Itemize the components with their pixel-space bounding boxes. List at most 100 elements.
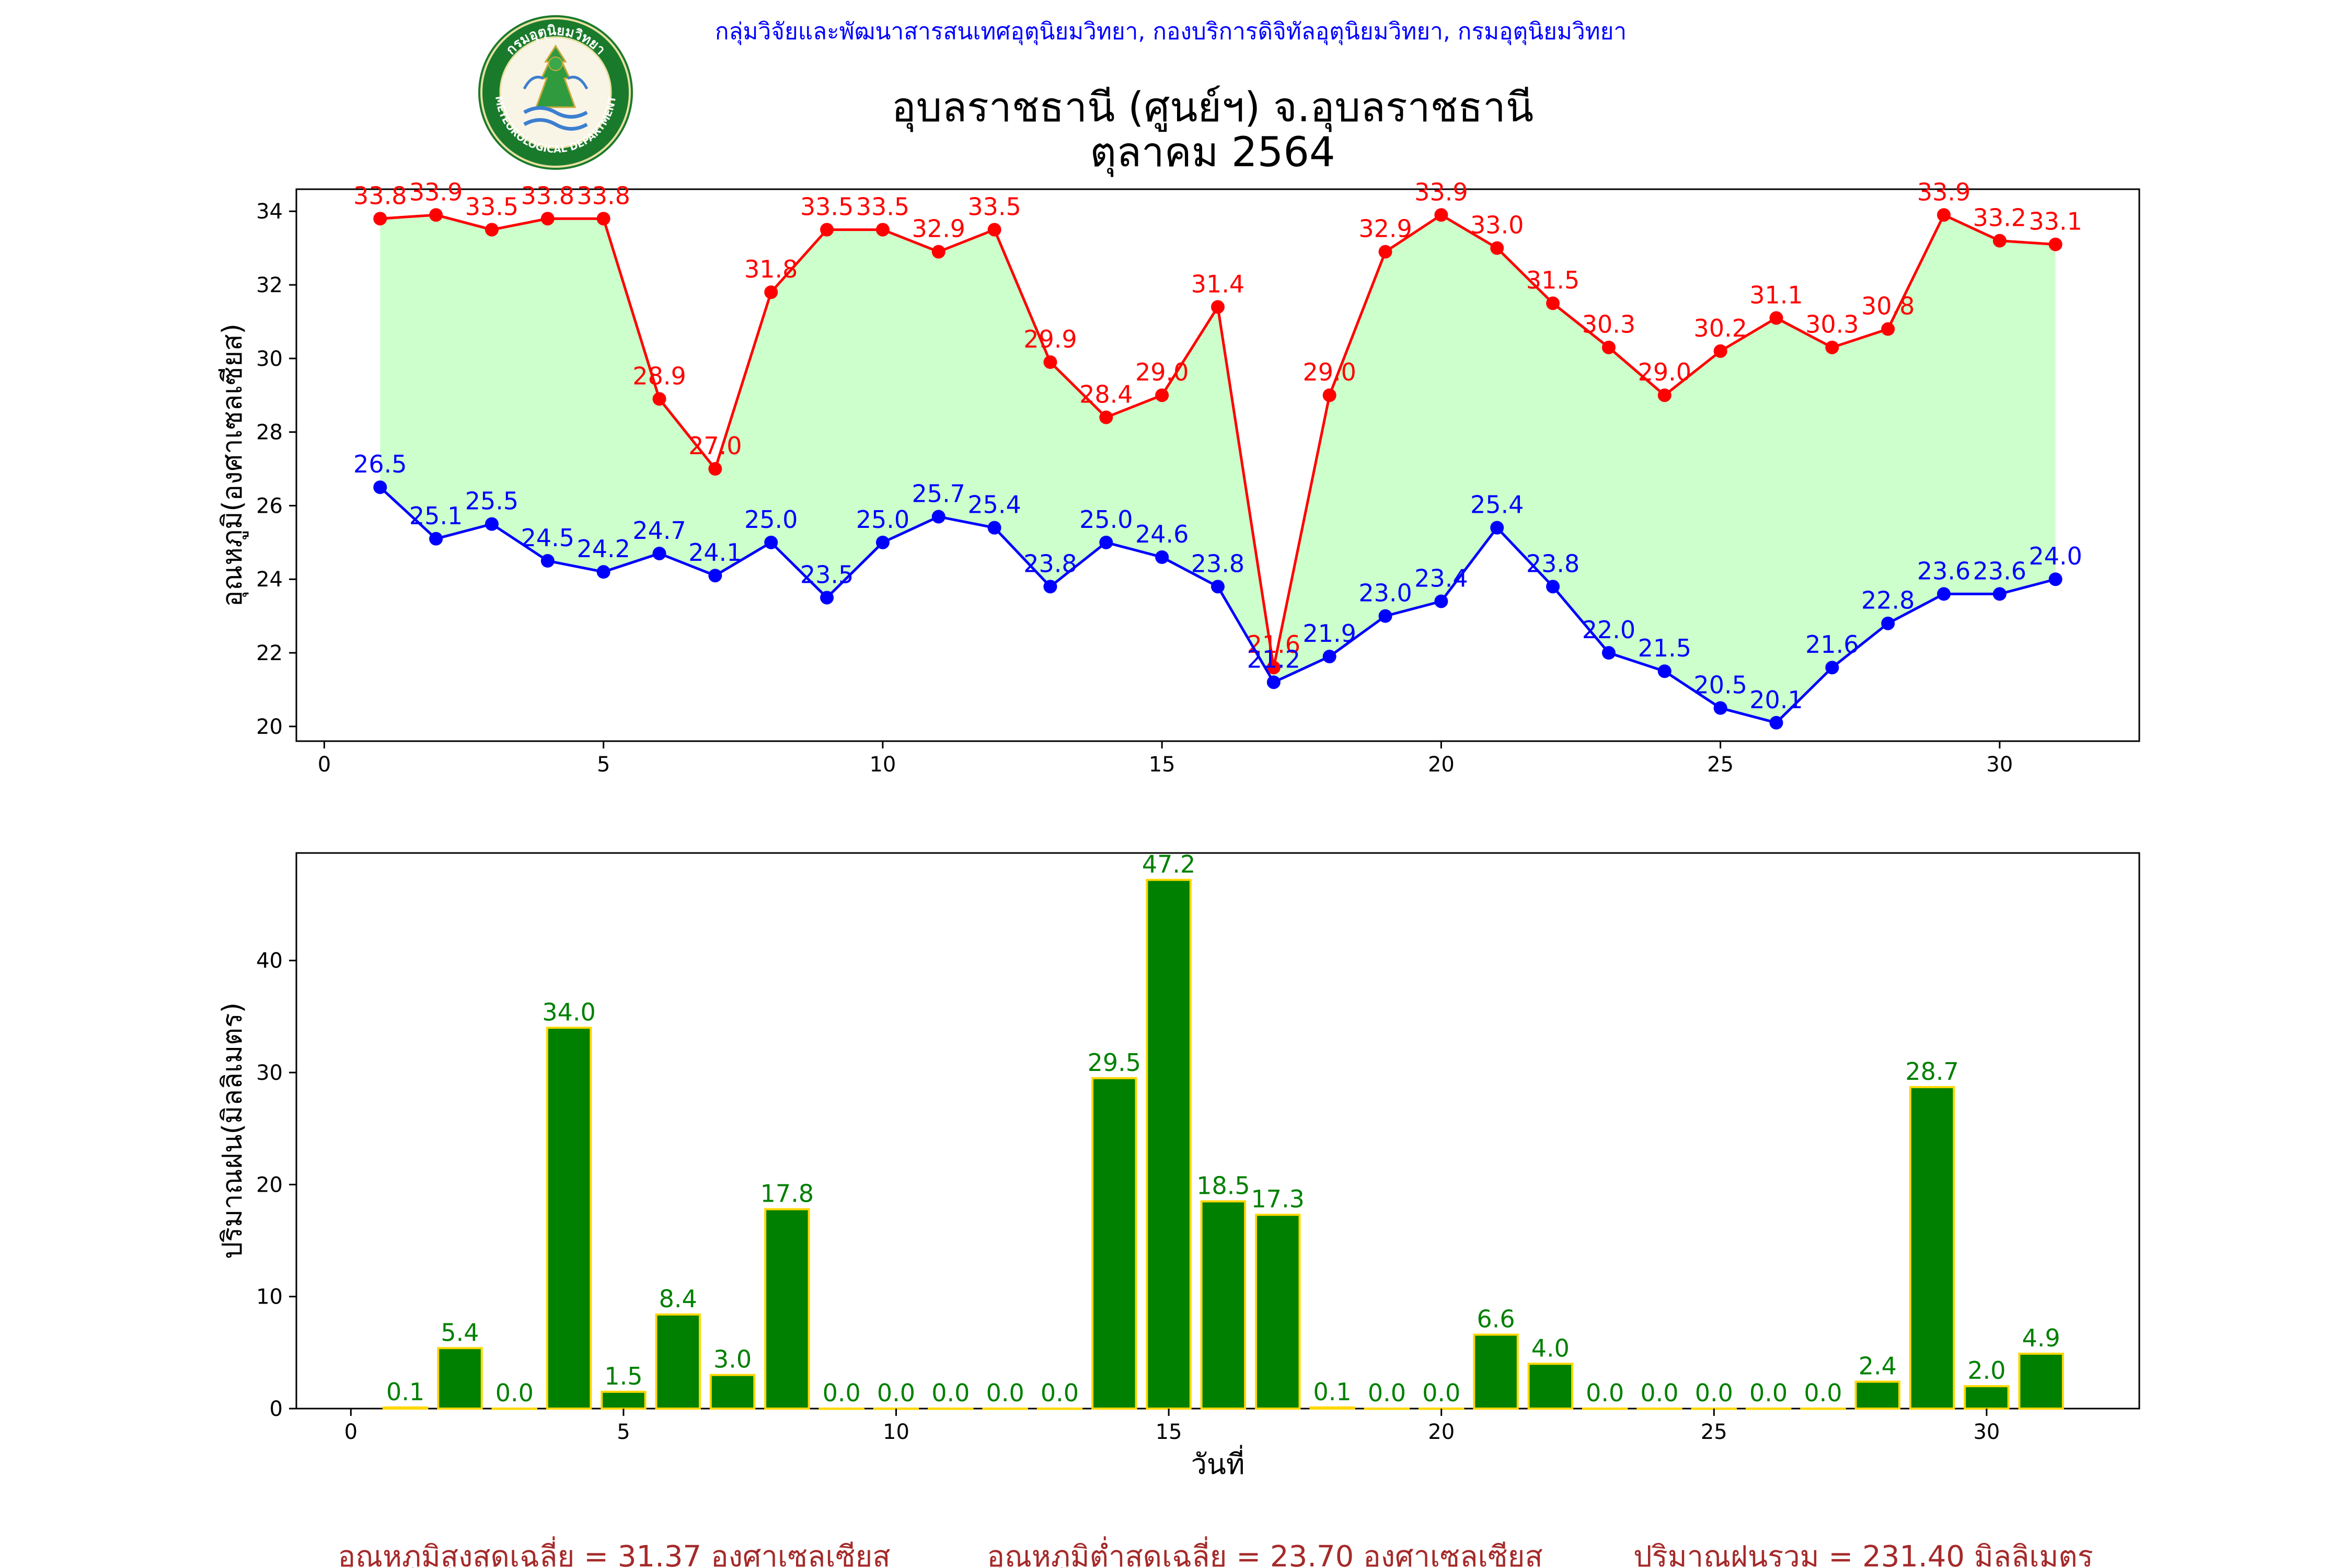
- y-tick-label: 0: [270, 1397, 283, 1421]
- y-tick-label: 10: [256, 1285, 283, 1309]
- rainfall-bar: [709, 1374, 756, 1410]
- rainfall-y-axis-label: ปริมาณฝน(มิลลิเมตร): [217, 1002, 248, 1259]
- min-temperature-point: [708, 569, 722, 583]
- x-tick-label: 5: [617, 1420, 630, 1444]
- min-temperature-data-label: 24.5: [521, 524, 574, 552]
- max-temperature-data-label: 31.8: [744, 255, 798, 283]
- rainfall-data-label: 0.0: [986, 1379, 1024, 1407]
- organization-line: กลุ่มวิจัยและพัฒนาสารสนเทศอุตุนิยมวิทยา,…: [715, 18, 1627, 45]
- min-temperature-data-label: 23.0: [1358, 579, 1412, 607]
- min-temperature-point: [931, 510, 946, 524]
- min-temperature-point: [1546, 580, 1560, 594]
- x-tick-label: 15: [1149, 753, 1175, 777]
- max-temperature-data-label: 31.1: [1749, 281, 1803, 309]
- max-temperature-point: [485, 223, 499, 237]
- rainfall-bar: [1309, 1406, 1355, 1410]
- rainfall-data-label: 6.6: [1477, 1305, 1515, 1333]
- rainfall-data-label: 0.1: [386, 1378, 424, 1406]
- rainfall-data-label: 8.4: [659, 1285, 697, 1313]
- max-temperature-point: [652, 392, 666, 406]
- max-temperature-point: [1378, 245, 1392, 259]
- min-temperature-data-label: 23.8: [1526, 549, 1579, 578]
- min-temperature-data-label: 25.5: [465, 487, 518, 515]
- min-temperature-data-label: 23.8: [1191, 549, 1244, 578]
- temperature-plot-frame: [295, 188, 2140, 742]
- min-temperature-point: [1434, 594, 1448, 608]
- rainfall-data-label: 3.0: [713, 1345, 752, 1374]
- rainfall-bar: [382, 1406, 429, 1410]
- y-tick-label: 20: [256, 1173, 283, 1197]
- rainfall-data-label: 0.0: [1586, 1379, 1624, 1407]
- x-tick-label: 15: [1156, 1420, 1182, 1444]
- x-tick-label: 25: [1707, 753, 1734, 777]
- min-temperature-point: [1155, 550, 1169, 564]
- min-temperature-data-label: 22.0: [1582, 616, 1635, 644]
- rainfall-bar: [655, 1313, 701, 1410]
- max-temperature-data-label: 30.8: [1861, 292, 1915, 320]
- rainfall-data-label: 29.5: [1088, 1048, 1141, 1077]
- y-tick-label: 26: [256, 494, 283, 518]
- max-temperature-point: [764, 285, 778, 299]
- max-temperature-point: [429, 208, 443, 222]
- rainfall-data-label: 18.5: [1196, 1172, 1250, 1200]
- rainfall-data-label: 0.0: [1422, 1379, 1460, 1407]
- y-tick-label: 34: [256, 200, 283, 224]
- min-temperature-point: [1490, 521, 1504, 535]
- max-temperature-point: [540, 212, 555, 226]
- rainfall-data-label: 0.0: [1640, 1379, 1678, 1407]
- rainfall-data-label: 34.0: [542, 998, 595, 1026]
- max-temperature-data-label: 33.5: [465, 192, 518, 221]
- rainfall-data-label: 28.7: [1905, 1057, 1958, 1086]
- min-temperature-data-label: 20.5: [1693, 671, 1747, 699]
- max-temperature-data-label: 33.9: [1917, 178, 1970, 206]
- max-temperature-point: [875, 223, 890, 237]
- rainfall-data-label: 0.0: [931, 1379, 970, 1407]
- rainfall-data-label: 0.0: [495, 1379, 534, 1407]
- rainfall-data-label: 0.1: [1313, 1378, 1351, 1406]
- min-temperature-data-label: 25.4: [1470, 491, 1524, 519]
- max-temperature-data-label: 32.9: [912, 215, 965, 243]
- min-temperature-data-label: 22.8: [1861, 586, 1915, 615]
- max-temperature-point: [708, 462, 722, 476]
- min-temperature-data-label: 21.5: [1638, 634, 1691, 662]
- max-temperature-point: [1713, 344, 1727, 358]
- y-tick-label: 40: [256, 949, 283, 973]
- max-temperature-data-label: 33.1: [2029, 207, 2082, 236]
- rainfall-data-label: 1.5: [604, 1362, 642, 1390]
- max-temperature-data-label: 33.8: [521, 181, 574, 210]
- x-tick-label: 30: [1986, 753, 2013, 777]
- rainfall-data-label: 0.0: [1695, 1379, 1733, 1407]
- max-temperature-point: [1546, 296, 1560, 310]
- min-temperature-data-label: 24.6: [1135, 520, 1189, 548]
- rainfall-data-label: 0.0: [1749, 1379, 1788, 1407]
- min-temperature-point: [485, 517, 499, 531]
- min-temperature-point: [875, 535, 890, 549]
- x-tick-label: 10: [869, 753, 896, 777]
- min-temperature-point: [429, 532, 443, 546]
- max-temperature-point: [1992, 234, 2007, 248]
- rainfall-data-label: 17.8: [760, 1180, 814, 1208]
- max-temperature-data-label: 29.0: [1638, 358, 1691, 386]
- min-temperature-data-label: 23.6: [1973, 557, 2026, 585]
- max-temperature-data-label: 31.5: [1526, 266, 1579, 294]
- max-temperature-data-label: 30.3: [1805, 310, 1859, 339]
- min-temperature-data-label: 24.1: [688, 538, 742, 567]
- min-temperature-data-label: 23.8: [1023, 549, 1077, 578]
- min-temperature-point: [1266, 675, 1281, 689]
- max-temperature-point: [931, 245, 946, 259]
- max-temperature-point: [1211, 300, 1225, 314]
- max-temperature-point: [1490, 241, 1504, 255]
- rainfall-chart: 0.1 5.4 0.0 34.0 1.5 8.4 3.0 17.8 0.0 0.0 0.0 0.0 0.…: [217, 850, 2140, 1481]
- max-temperature-data-label: 33.5: [967, 192, 1021, 221]
- x-tick-label: 0: [344, 1420, 358, 1444]
- average-min-temperature: อุณหภูมิต่ำสุดเฉลี่ย = 23.70 องศาเซลเซีย…: [987, 1536, 1542, 1568]
- max-temperature-data-label: 30.3: [1582, 310, 1635, 339]
- max-temperature-point: [1099, 410, 1113, 424]
- max-temperature-point: [596, 212, 610, 226]
- y-tick-label: 28: [256, 421, 283, 445]
- min-temperature-point: [2048, 572, 2062, 586]
- total-rainfall: ปริมาณฝนรวม = 231.40 มิลลิเมตร: [1633, 1540, 2093, 1568]
- day-x-axis-label: วันที่: [1191, 1445, 1245, 1481]
- rainfall-data-label: 4.9: [2022, 1324, 2060, 1352]
